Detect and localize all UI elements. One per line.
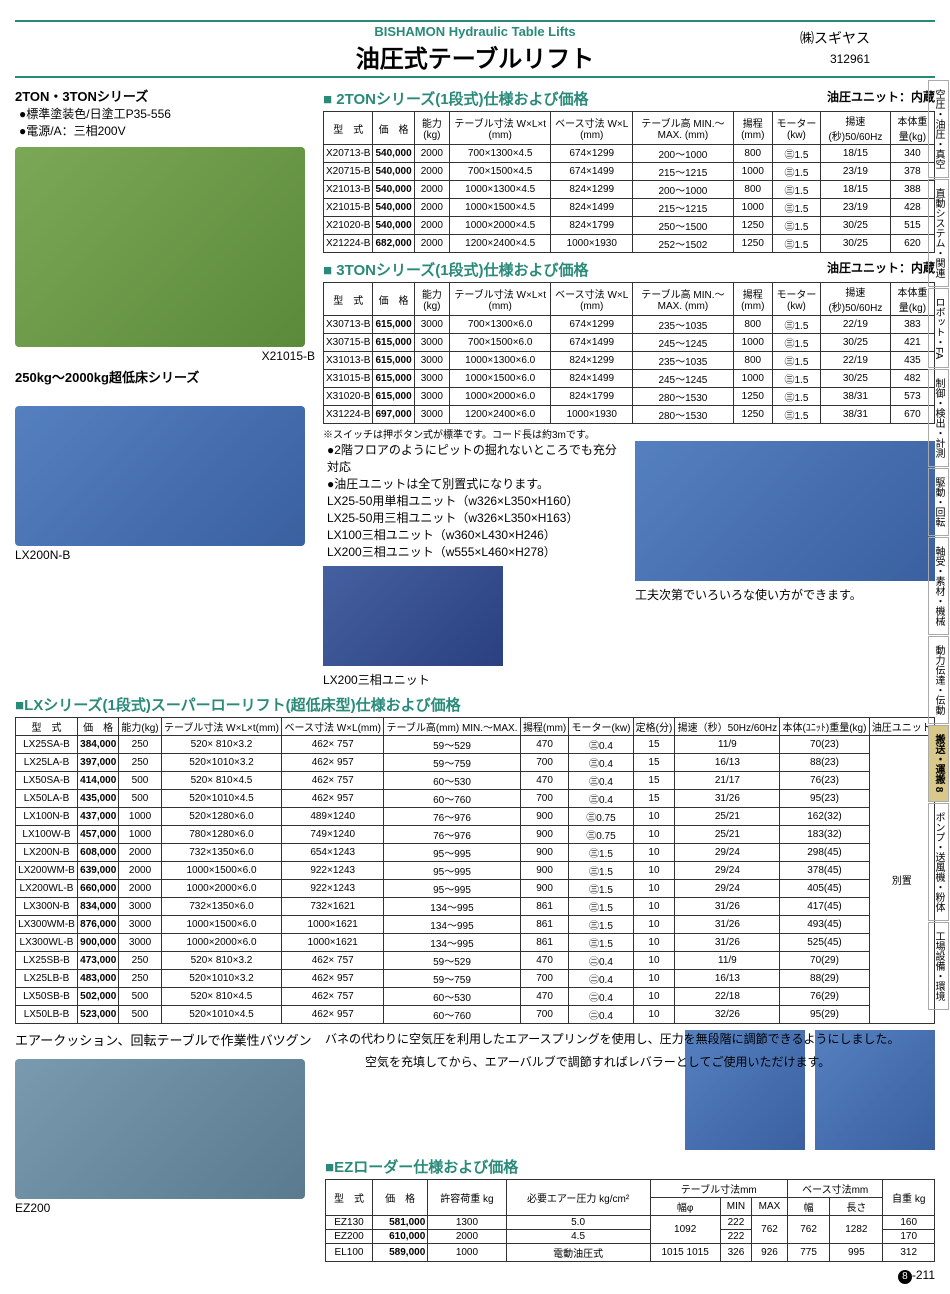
lowfloor-title: 250kg～2000kg超低床シリーズ xyxy=(15,367,315,386)
side-tab[interactable]: 直動システム・関連 xyxy=(928,179,949,287)
air-desc: バネの代わりに空気圧を利用したエアースプリングを使用し、圧力を無段階に調節できる… xyxy=(325,1030,935,1047)
product-image-green xyxy=(15,147,305,347)
side-tab[interactable]: 動力伝達・伝動 xyxy=(928,636,949,724)
image-label: LX200三相ユニット xyxy=(323,671,625,688)
ez-product-image xyxy=(15,1059,305,1199)
series-title: 2TON・3TONシリーズ xyxy=(15,86,315,105)
company-name: ㈱スギヤス xyxy=(800,28,870,48)
note-bullet: LX25-50用単相ユニット（w326×L350×H160） xyxy=(327,492,625,509)
side-tab[interactable]: ポンプ・送風機・粉体 xyxy=(928,803,949,921)
table-lx: 型 式価 格能力(kg)テーブル寸法 W×L×t(mm)ベース寸法 W×L(mm… xyxy=(15,717,935,1024)
product-image-blue xyxy=(15,406,305,546)
ez-usage-image xyxy=(685,1030,805,1150)
unit-note: 油圧ユニット：内蔵 xyxy=(827,88,935,105)
image-label: LX200N-B xyxy=(15,548,315,562)
note-bullet: LX100三相ユニット（w360×L430×H246） xyxy=(327,526,625,543)
side-tab[interactable]: ロボット・FA xyxy=(928,288,949,368)
side-tab[interactable]: 搬送・運搬 8 xyxy=(928,725,949,801)
unit-image xyxy=(323,566,503,666)
section-title-3ton: 3TONシリーズ(1段式)仕様および価格 油圧ユニット：内蔵 xyxy=(323,259,935,280)
note-bullet: LX200三相ユニット（w555×L460×H278） xyxy=(327,543,625,560)
image-label: EZ200 xyxy=(15,1201,315,1215)
air-title: エアークッション、回転テーブルで作業性バツグン xyxy=(15,1030,315,1049)
side-tab[interactable]: 工場設備・環境 xyxy=(928,922,949,1010)
header-title: 油圧式テーブルリフト xyxy=(15,39,935,74)
side-tab[interactable]: 空圧・油圧・真空 xyxy=(928,80,949,178)
side-tab[interactable]: 制御・検出・計測 xyxy=(928,369,949,467)
table-ez: 型 式 価 格 許容荷重 kg 必要エアー圧力 kg/cm² テーブル寸法mm … xyxy=(325,1179,935,1262)
page-number: 8-211 xyxy=(15,1268,935,1284)
bullet: ●標準塗装色/日塗工P35-556 xyxy=(19,105,315,122)
section-title-2ton: 2TONシリーズ(1段式)仕様および価格 油圧ユニット：内蔵 xyxy=(323,88,935,109)
table-2ton: 型 式価 格能力(kg)テーブル寸法 W×L×t (mm)ベース寸法 W×L (… xyxy=(323,111,935,253)
platform-note: 工夫次第でいろいろな使い方ができます。 xyxy=(635,586,935,603)
note-bullet: LX25-50用三相ユニット（w326×L350×H163） xyxy=(327,509,625,526)
note-bullet: ●2階フロアのようにピットの掘れないところでも充分対応 xyxy=(327,441,625,475)
note-bullet: ●油圧ユニットは全て別置式になります。 xyxy=(327,475,625,492)
side-tab[interactable]: 軸受・素材・機械 xyxy=(928,537,949,635)
ez-usage-image xyxy=(815,1030,935,1150)
product-code: 312961 xyxy=(830,52,870,66)
bullet: ●電源/A：三相200V xyxy=(19,122,315,139)
unit-note: 油圧ユニット：内蔵 xyxy=(827,259,935,276)
switch-note: ※スイッチは押ボタン式が標準です。コード長は約3mです。 xyxy=(323,426,935,441)
table-3ton: 型 式価 格能力(kg)テーブル寸法 W×L×t (mm)ベース寸法 W×L (… xyxy=(323,282,935,424)
image-label: X21015-B xyxy=(15,349,315,363)
section-title-ez: EZローダー仕様および価格 xyxy=(325,1156,935,1177)
platform-image xyxy=(635,441,935,581)
side-tab[interactable]: 駆動・回転 xyxy=(928,468,949,536)
header-subtitle: BISHAMON Hydraulic Table Lifts xyxy=(15,24,935,39)
section-title-lx: LXシリーズ(1段式)スーパーローリフト(超低床型)仕様および価格 xyxy=(15,694,935,715)
